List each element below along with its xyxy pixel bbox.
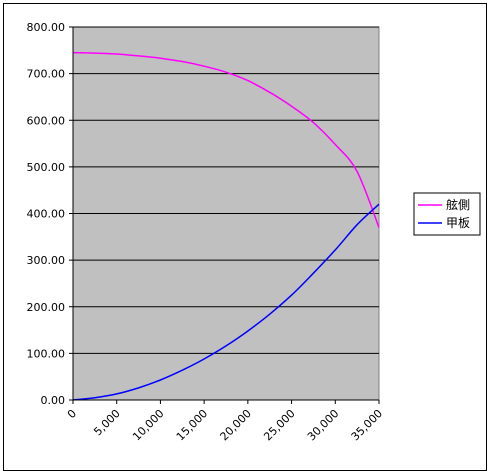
y-tick-label: 500.00	[27, 161, 66, 174]
x-axis-tick-labels: 0 5,000 10,000 15,000 20,000 25,000 30,000 35,0…	[65, 407, 385, 443]
axes	[72, 27, 379, 401]
x-tick-label: 25,000	[261, 407, 297, 443]
y-tick-label: 200.00	[27, 301, 66, 314]
y-tick-label: 0.00	[41, 394, 66, 407]
series-line-1	[72, 51, 380, 228]
x-tick-label: 35,000	[349, 407, 385, 443]
x-tick-label: 20,000	[218, 407, 254, 443]
y-tick-label: 300.00	[27, 254, 66, 267]
x-tick-label: 0	[65, 407, 79, 421]
gridlines	[69, 26, 380, 404]
series-lines	[72, 51, 380, 401]
x-tick-label: 10,000	[130, 407, 166, 443]
x-tick-label: 15,000	[174, 407, 210, 443]
y-tick-label: 400.00	[27, 208, 66, 221]
y-tick-label: 600.00	[27, 114, 66, 127]
y-tick-label: 700.00	[27, 68, 66, 81]
legend-box	[413, 192, 481, 236]
y-axis-tick-labels: 0.00 100.00 200.00 300.00 400.00 500.00 600.00…	[27, 21, 66, 407]
legend-label: 舷側	[446, 197, 470, 212]
y-tick-label: 100.00	[27, 347, 66, 360]
x-tick-label: 30,000	[305, 407, 341, 443]
x-tick-label: 5,000	[91, 407, 122, 438]
legend-label: 甲板	[446, 216, 470, 230]
series-line-2	[72, 203, 380, 401]
y-tick-label: 800.00	[27, 21, 66, 34]
